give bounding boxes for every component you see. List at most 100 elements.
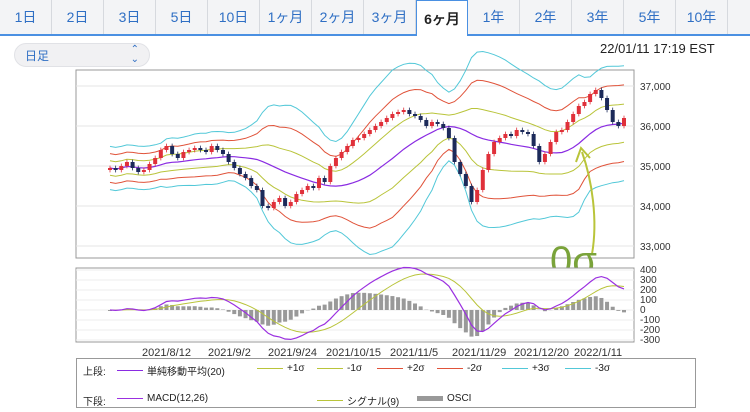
osci-bar bbox=[254, 310, 259, 322]
osci-bar bbox=[531, 305, 536, 310]
candle-body bbox=[424, 120, 429, 126]
tab-13[interactable]: 10年 bbox=[676, 0, 728, 34]
tab-2[interactable]: 3日 bbox=[104, 0, 156, 34]
tab-7[interactable]: 3ヶ月 bbox=[364, 0, 416, 34]
candle-body bbox=[215, 146, 220, 150]
tab-3[interactable]: 5日 bbox=[156, 0, 208, 34]
candle-body bbox=[187, 150, 192, 152]
candle-body bbox=[520, 130, 525, 132]
candle-body bbox=[130, 162, 135, 168]
osci-bar bbox=[215, 308, 220, 310]
tab-0[interactable]: 1日 bbox=[0, 0, 52, 34]
osci-bar bbox=[333, 298, 338, 310]
candle-body bbox=[119, 166, 124, 170]
band-plus3 bbox=[109, 50, 625, 148]
tab-6[interactable]: 2ヶ月 bbox=[312, 0, 364, 34]
osci-bar bbox=[209, 307, 214, 310]
candle-body bbox=[537, 146, 542, 162]
candle-body bbox=[390, 114, 395, 118]
candle-body bbox=[593, 90, 598, 94]
osci-bar bbox=[463, 310, 468, 333]
candle-body bbox=[254, 186, 259, 190]
tab-12[interactable]: 5年 bbox=[624, 0, 676, 34]
legend-item-m1: -1σ bbox=[317, 363, 362, 374]
osci-bar bbox=[559, 306, 564, 310]
legend-upper-title: 上段: bbox=[83, 367, 106, 378]
osci-bar bbox=[232, 310, 237, 315]
osci-bar bbox=[492, 310, 497, 318]
candle-body bbox=[136, 168, 141, 172]
candle-body bbox=[226, 154, 231, 162]
osci-bar bbox=[480, 310, 485, 332]
tab-1[interactable]: 2日 bbox=[52, 0, 104, 34]
candle-body bbox=[531, 134, 536, 146]
osci-bar bbox=[582, 298, 587, 310]
candle-body bbox=[356, 138, 361, 140]
candle-body bbox=[548, 142, 553, 154]
osci-bar bbox=[401, 298, 406, 310]
osci-bar bbox=[622, 310, 626, 313]
osci-bar bbox=[260, 310, 265, 325]
legend-row-upper: 上段: 単純移動平均(20) +1σ -1σ +2σ -2σ +3σ -3σ bbox=[77, 361, 695, 378]
legend-item-signal: シグナル(9) bbox=[317, 393, 399, 408]
candle-body bbox=[582, 102, 587, 106]
candle-body bbox=[367, 130, 372, 134]
tab-9[interactable]: 1年 bbox=[468, 0, 520, 34]
tab-11[interactable]: 3年 bbox=[572, 0, 624, 34]
osci-bar bbox=[593, 296, 598, 310]
tab-8[interactable]: 6ヶ月 bbox=[416, 0, 468, 36]
upper-y-tick-label: 35,000 bbox=[640, 162, 671, 173]
osci-bar bbox=[384, 295, 389, 310]
candle-body bbox=[599, 90, 604, 98]
tab-10[interactable]: 2年 bbox=[520, 0, 572, 34]
candle-body bbox=[441, 124, 446, 128]
candle-body bbox=[565, 122, 570, 130]
osci-bar bbox=[525, 302, 530, 310]
candle-body bbox=[249, 178, 254, 186]
tab-4[interactable]: 10日 bbox=[208, 0, 260, 34]
candle-body bbox=[362, 134, 367, 138]
band-minus3 bbox=[109, 160, 625, 256]
lower-y-tick-label: -100 bbox=[640, 315, 660, 326]
candle-body bbox=[277, 198, 282, 202]
candle-body bbox=[316, 178, 321, 188]
period-tab-bar: 1日 2日 3日 5日 10日 1ヶ月 2ヶ月 3ヶ月 6ヶ月 1年 2年 3年 5年 10年 bbox=[0, 0, 750, 36]
candle-body bbox=[294, 194, 299, 202]
osci-bar bbox=[198, 306, 203, 310]
upper-panel-frame bbox=[75, 69, 635, 259]
osci-bar bbox=[565, 304, 570, 310]
candle-body bbox=[469, 186, 474, 202]
candle-body bbox=[170, 146, 175, 154]
candle-body bbox=[322, 178, 327, 182]
osci-bar bbox=[599, 297, 604, 310]
osci-bar bbox=[328, 301, 333, 310]
candle-body bbox=[220, 150, 225, 154]
osci-bar bbox=[379, 294, 384, 310]
candle-body bbox=[181, 152, 186, 158]
tab-5[interactable]: 1ヶ月 bbox=[260, 0, 312, 34]
osci-bar bbox=[588, 296, 593, 310]
osci-bar bbox=[458, 310, 463, 329]
osci-bar bbox=[339, 296, 344, 310]
osci-bar bbox=[316, 305, 321, 310]
candle-body bbox=[384, 118, 389, 122]
interval-select[interactable]: 日足 ⌃ ⌄ bbox=[14, 43, 150, 67]
candle-body bbox=[463, 174, 468, 186]
candle-body bbox=[497, 138, 502, 142]
candle-body bbox=[198, 148, 203, 150]
lower-y-tick-label: 0 bbox=[640, 305, 646, 316]
candle-body bbox=[616, 122, 621, 126]
candle-body bbox=[559, 130, 564, 132]
candle-body bbox=[480, 170, 485, 190]
candle-body bbox=[147, 164, 152, 170]
osci-bar bbox=[542, 310, 547, 312]
osci-bar bbox=[571, 302, 576, 310]
upper-y-tick-label: 34,000 bbox=[640, 202, 671, 213]
osci-bar bbox=[322, 304, 327, 310]
lower-y-tick-label: 100 bbox=[640, 295, 657, 306]
osci-bar bbox=[407, 300, 412, 310]
candle-body bbox=[525, 132, 530, 134]
osci-bar bbox=[520, 302, 525, 310]
osci-bar bbox=[446, 310, 451, 318]
osci-bar bbox=[475, 310, 480, 337]
